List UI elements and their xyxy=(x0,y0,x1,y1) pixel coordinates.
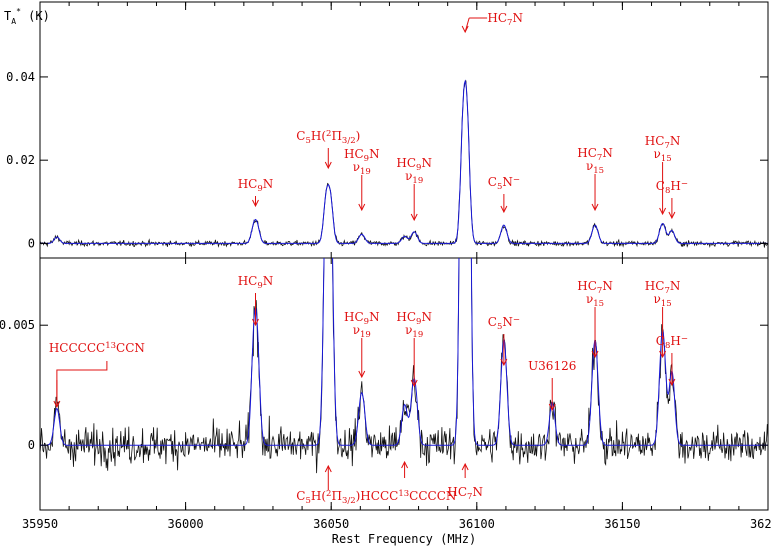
annotation-arrowhead xyxy=(252,199,259,208)
annotation-label: HC7N xyxy=(645,279,681,296)
annotation-label: HC9N xyxy=(396,310,432,327)
chart-frame xyxy=(39,1,769,511)
annotation-label: HCCCCC13CCN xyxy=(49,341,145,355)
annotation-label: C5N− xyxy=(488,315,520,332)
y-tick-label: 0 xyxy=(28,438,35,452)
annotation-label: HC9N xyxy=(396,156,432,173)
annotation-arrowhead xyxy=(668,211,676,220)
annotation-label: U36126 xyxy=(528,359,576,373)
annotation-arrowhead xyxy=(358,203,366,212)
annotation-arrowhead xyxy=(500,358,508,367)
annotation-arrowhead xyxy=(461,462,469,471)
annotation-label: HC7N xyxy=(447,485,483,502)
annotation-arrowhead xyxy=(461,25,469,34)
annotation-arrowhead xyxy=(410,213,418,222)
annotation-arrowhead xyxy=(410,379,418,388)
annotation-arrowhead xyxy=(324,161,332,170)
annotation-arrowhead xyxy=(659,207,667,216)
plot-border xyxy=(39,1,769,511)
annotation-label: C8H− xyxy=(656,179,688,196)
y-axis-label: TA* (K) xyxy=(4,7,50,26)
y-tick-label: 0.02 xyxy=(6,153,35,167)
x-axis-label: Rest Frequency (MHz) xyxy=(332,532,477,546)
x-tick-label: 35950 xyxy=(22,517,58,531)
annotation-leader xyxy=(56,361,108,407)
annotation-label: C5H(2Π3/2)HCCC13CCCCN xyxy=(296,489,456,506)
annotation-arrowhead xyxy=(659,350,667,359)
model-spectrum-bottom xyxy=(40,258,768,446)
annotation-arrowhead xyxy=(591,350,599,359)
annotation-arrowhead xyxy=(668,378,676,387)
annotation-label: HC7N xyxy=(577,146,613,163)
annotation-label: HC9N xyxy=(238,274,274,291)
y-tick-label: 0.005 xyxy=(0,318,35,332)
annotation-label: HC7N xyxy=(645,134,681,151)
annotation-arrowhead xyxy=(53,400,61,409)
y-tick-label: 0 xyxy=(28,236,35,250)
model-spectrum-top xyxy=(40,79,768,244)
annotation-arrowhead xyxy=(358,370,366,379)
annotation-arrowhead xyxy=(252,318,259,327)
x-tick-label: 36100 xyxy=(459,517,495,531)
annotation-label: HC9N xyxy=(238,177,274,194)
x-tick-label: 36000 xyxy=(168,517,204,531)
annotation-arrowhead xyxy=(401,460,409,469)
annotation-arrowhead xyxy=(500,205,508,214)
annotation-label: HC7N xyxy=(487,11,523,28)
annotation-label: HC9N xyxy=(344,310,380,327)
annotation-label: C5H(2Π3/2) xyxy=(296,129,360,146)
annotation-label: C5N− xyxy=(488,175,520,192)
y-tick-label: 0.04 xyxy=(6,70,35,84)
x-tick-label: 36150 xyxy=(604,517,640,531)
annotation-arrowhead xyxy=(324,464,332,473)
annotation-arrowhead xyxy=(548,403,556,412)
x-tick-label: 36050 xyxy=(313,517,349,531)
annotation-label: C8H− xyxy=(656,334,688,351)
annotation-arrowhead xyxy=(591,203,599,212)
observed-spectrum-bottom xyxy=(40,258,768,474)
bottom-panel xyxy=(40,258,768,474)
x-tick-label: 36200 xyxy=(750,517,772,531)
annotation-label: HC9N xyxy=(344,147,380,164)
top-panel xyxy=(40,79,768,248)
annotation-label: HC7N xyxy=(577,279,613,296)
